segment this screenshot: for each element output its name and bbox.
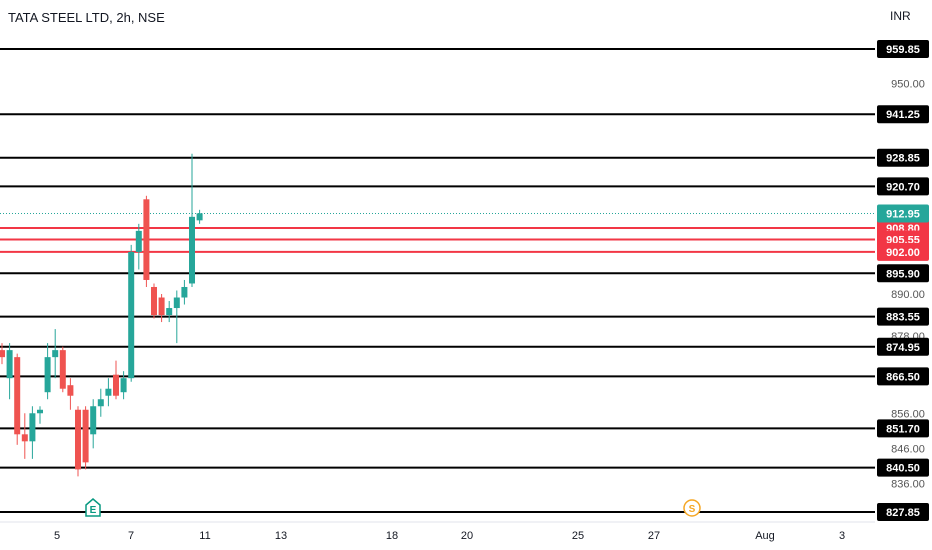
- candle-up: [6, 350, 13, 379]
- currency-label: INR: [890, 9, 911, 23]
- earnings-icon: [85, 498, 101, 517]
- candle-up: [120, 378, 127, 393]
- last-price-label: 912.95: [886, 209, 920, 221]
- level-price-badge: [877, 419, 929, 438]
- level-price-label: 851.70: [886, 423, 920, 435]
- split-icon: [683, 499, 701, 517]
- level-price-badge: [877, 242, 929, 261]
- candle-down: [82, 409, 89, 463]
- y-axis-tick: 846.00: [891, 443, 925, 455]
- candle-up: [173, 297, 180, 309]
- level-price-badge: [877, 264, 929, 283]
- level-price-label: 920.70: [886, 181, 920, 193]
- level-price-label: 827.85: [886, 507, 920, 519]
- candle-up: [29, 413, 36, 442]
- candle-up: [90, 406, 97, 435]
- candle-up: [52, 350, 59, 358]
- candle-up: [166, 308, 173, 316]
- y-axis-tick: 890.00: [891, 289, 925, 301]
- level-price-badge: [877, 367, 929, 386]
- x-axis-tick: 20: [461, 530, 473, 542]
- level-price-badge: [877, 458, 929, 477]
- candle-up: [135, 230, 142, 252]
- x-axis-tick: 18: [386, 530, 398, 542]
- level-price-badge: [877, 40, 929, 58]
- level-price-label: 883.55: [886, 312, 920, 324]
- level-price-badge: [877, 337, 929, 356]
- level-price-label: 928.85: [886, 153, 920, 165]
- x-axis-tick: 25: [572, 530, 584, 542]
- split-marker-label: S: [689, 504, 696, 515]
- candle-down: [67, 385, 74, 396]
- x-axis-tick: 3: [839, 530, 845, 542]
- candle-down: [21, 434, 28, 442]
- x-axis-tick: Aug: [755, 530, 775, 542]
- level-price-label: 902.00: [886, 247, 920, 259]
- earnings-marker-label: E: [90, 505, 97, 516]
- level-price-badge: [877, 148, 929, 167]
- candle-up: [196, 213, 203, 221]
- y-axis-tick: 950.00: [891, 79, 925, 91]
- candle-up: [37, 409, 43, 414]
- candle-up: [97, 399, 104, 407]
- level-price-label: 941.25: [886, 109, 920, 121]
- x-axis-tick: 13: [275, 530, 287, 542]
- candle-down: [151, 286, 157, 316]
- level-price-badge: [877, 503, 929, 521]
- x-axis-tick: 7: [128, 530, 134, 542]
- level-price-badge: [877, 177, 929, 196]
- candle-down: [59, 350, 66, 389]
- candle-up: [181, 286, 188, 298]
- candle-down: [75, 409, 81, 470]
- candle-down: [113, 374, 119, 396]
- level-price-label: 840.50: [886, 463, 920, 475]
- level-price-label: 874.95: [886, 342, 920, 354]
- candle-down: [158, 297, 165, 316]
- candle-up: [189, 216, 195, 284]
- candle-up: [44, 357, 51, 393]
- level-price-badge: [877, 105, 929, 124]
- x-axis-tick: 11: [199, 530, 210, 542]
- candle-up: [128, 251, 135, 379]
- last-price-badge: [877, 204, 929, 223]
- level-price-badge: [877, 307, 929, 326]
- candle-down: [0, 350, 5, 358]
- y-axis-tick: 856.00: [891, 408, 925, 420]
- candle-down: [14, 357, 21, 435]
- x-axis-tick: 27: [648, 530, 660, 542]
- symbol-title: TATA STEEL LTD, 2h, NSE: [8, 10, 165, 25]
- candle-up: [105, 388, 112, 396]
- level-price-label: 866.50: [886, 371, 920, 383]
- level-price-label: 959.85: [886, 44, 920, 56]
- x-axis-tick: 5: [54, 530, 60, 542]
- level-price-label: 895.90: [886, 268, 920, 280]
- y-axis-tick: 836.00: [891, 478, 925, 490]
- candle-down: [143, 199, 150, 280]
